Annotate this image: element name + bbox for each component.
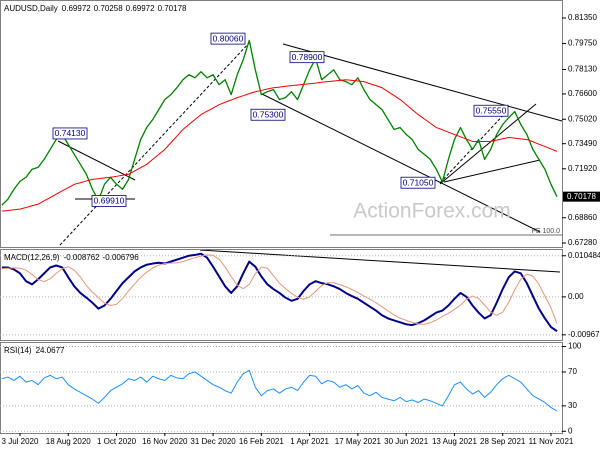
current-price-box <box>563 191 600 202</box>
x-tick-label: 18 Aug 2020 <box>46 437 91 446</box>
annotation-label: 0.78900 <box>292 52 323 62</box>
trend-line <box>439 103 537 185</box>
trend-line <box>443 159 541 183</box>
panel-header: RSI(14) 24.0677 <box>4 346 65 355</box>
annotation-label: 0.74130 <box>55 128 86 138</box>
series-line <box>1 252 558 333</box>
y-tick-label: 0.71920 <box>568 164 597 173</box>
y-tick-label: 0.67280 <box>568 238 597 247</box>
header-value: 0.70258 <box>94 4 123 13</box>
series-line <box>1 254 558 325</box>
macd-trend-line <box>199 249 561 273</box>
y-tick-label: 0.73490 <box>568 139 597 148</box>
annotation-box <box>52 127 88 140</box>
channel-line <box>282 43 563 122</box>
x-tick-label: 16 Nov 2020 <box>142 437 188 446</box>
y-tick-label: 0.81350 <box>568 13 597 22</box>
panel-title: MACD(12,26,9) <box>4 253 60 262</box>
series-line <box>1 39 558 206</box>
x-tick-label: 13 Aug 2021 <box>432 437 477 446</box>
annotation-label: 0.75300 <box>253 109 284 119</box>
panel-title: RSI(14) <box>4 346 32 355</box>
y-tick-label: 100 <box>568 342 582 351</box>
channel-line <box>261 93 541 233</box>
annotation-box <box>289 51 325 64</box>
x-tick-label: 16 Feb 2021 <box>239 437 284 446</box>
panel-border <box>0 342 563 434</box>
y-tick-label: 30 <box>568 401 577 410</box>
header-value: -0.008762 <box>64 253 101 262</box>
series-line <box>1 79 558 212</box>
annotation-box <box>91 195 127 207</box>
annotation-box <box>250 108 286 121</box>
dashed-line <box>439 109 509 184</box>
y-tick-label: 0 <box>568 426 573 435</box>
header-value: -0.006796 <box>103 253 140 262</box>
y-tick-label: 70 <box>568 367 577 376</box>
header-value: 0.69972 <box>126 4 155 13</box>
x-tick-label: 17 May 2021 <box>335 437 382 446</box>
annotation-label: 0.80060 <box>213 33 244 43</box>
series-line <box>1 369 558 412</box>
y-tick-label: 0.76600 <box>568 89 597 98</box>
annotation-box <box>400 176 436 189</box>
watermark: ActionForex.com <box>353 200 511 223</box>
level-label: FE 100.0 <box>532 228 561 235</box>
header-value: 24.0677 <box>36 346 65 355</box>
dashed-line <box>59 41 251 246</box>
x-tick-label: 30 Jun 2021 <box>384 437 429 446</box>
annotation-box <box>210 32 246 45</box>
header-value: 0.69972 <box>62 4 91 13</box>
y-tick-label: 0.78130 <box>568 65 597 74</box>
y-tick-label: 0.00 <box>568 292 584 301</box>
panel-border <box>0 0 563 248</box>
annotation-label: 0.69910 <box>94 196 125 206</box>
current-price-label: 0.70178 <box>567 192 596 201</box>
x-tick-label: 31 Dec 2020 <box>190 437 236 446</box>
y-tick-label: 0.68860 <box>568 213 597 222</box>
panel-header: MACD(12,26,9) -0.008762 -0.006796 <box>4 253 139 262</box>
x-tick-label: 1 Apr 2021 <box>290 437 329 446</box>
panel-header: AUDUSD,Daily 0.69972 0.70258 0.69972 0.70178 <box>4 4 187 13</box>
annotation-label: 0.71050 <box>403 177 434 187</box>
header-value: 0.70178 <box>158 4 187 13</box>
y-tick-label: -0.009679 <box>568 330 600 339</box>
y-tick-label: 0.010484 <box>568 251 600 260</box>
x-tick-label: 1 Oct 2020 <box>97 437 137 446</box>
panel-border <box>0 249 563 341</box>
x-tick-label: 11 Nov 2021 <box>529 437 574 446</box>
y-tick-label: 0.79750 <box>568 39 597 48</box>
panel-title: AUDUSD,Daily <box>4 4 58 13</box>
y-tick-label: 0.75020 <box>568 114 597 123</box>
annotation-label: 0.75550 <box>476 105 507 115</box>
annotation-box <box>473 104 509 117</box>
x-tick-label: 28 Sep 2021 <box>480 437 526 446</box>
x-tick-label: 3 Jul 2020 <box>2 437 39 446</box>
